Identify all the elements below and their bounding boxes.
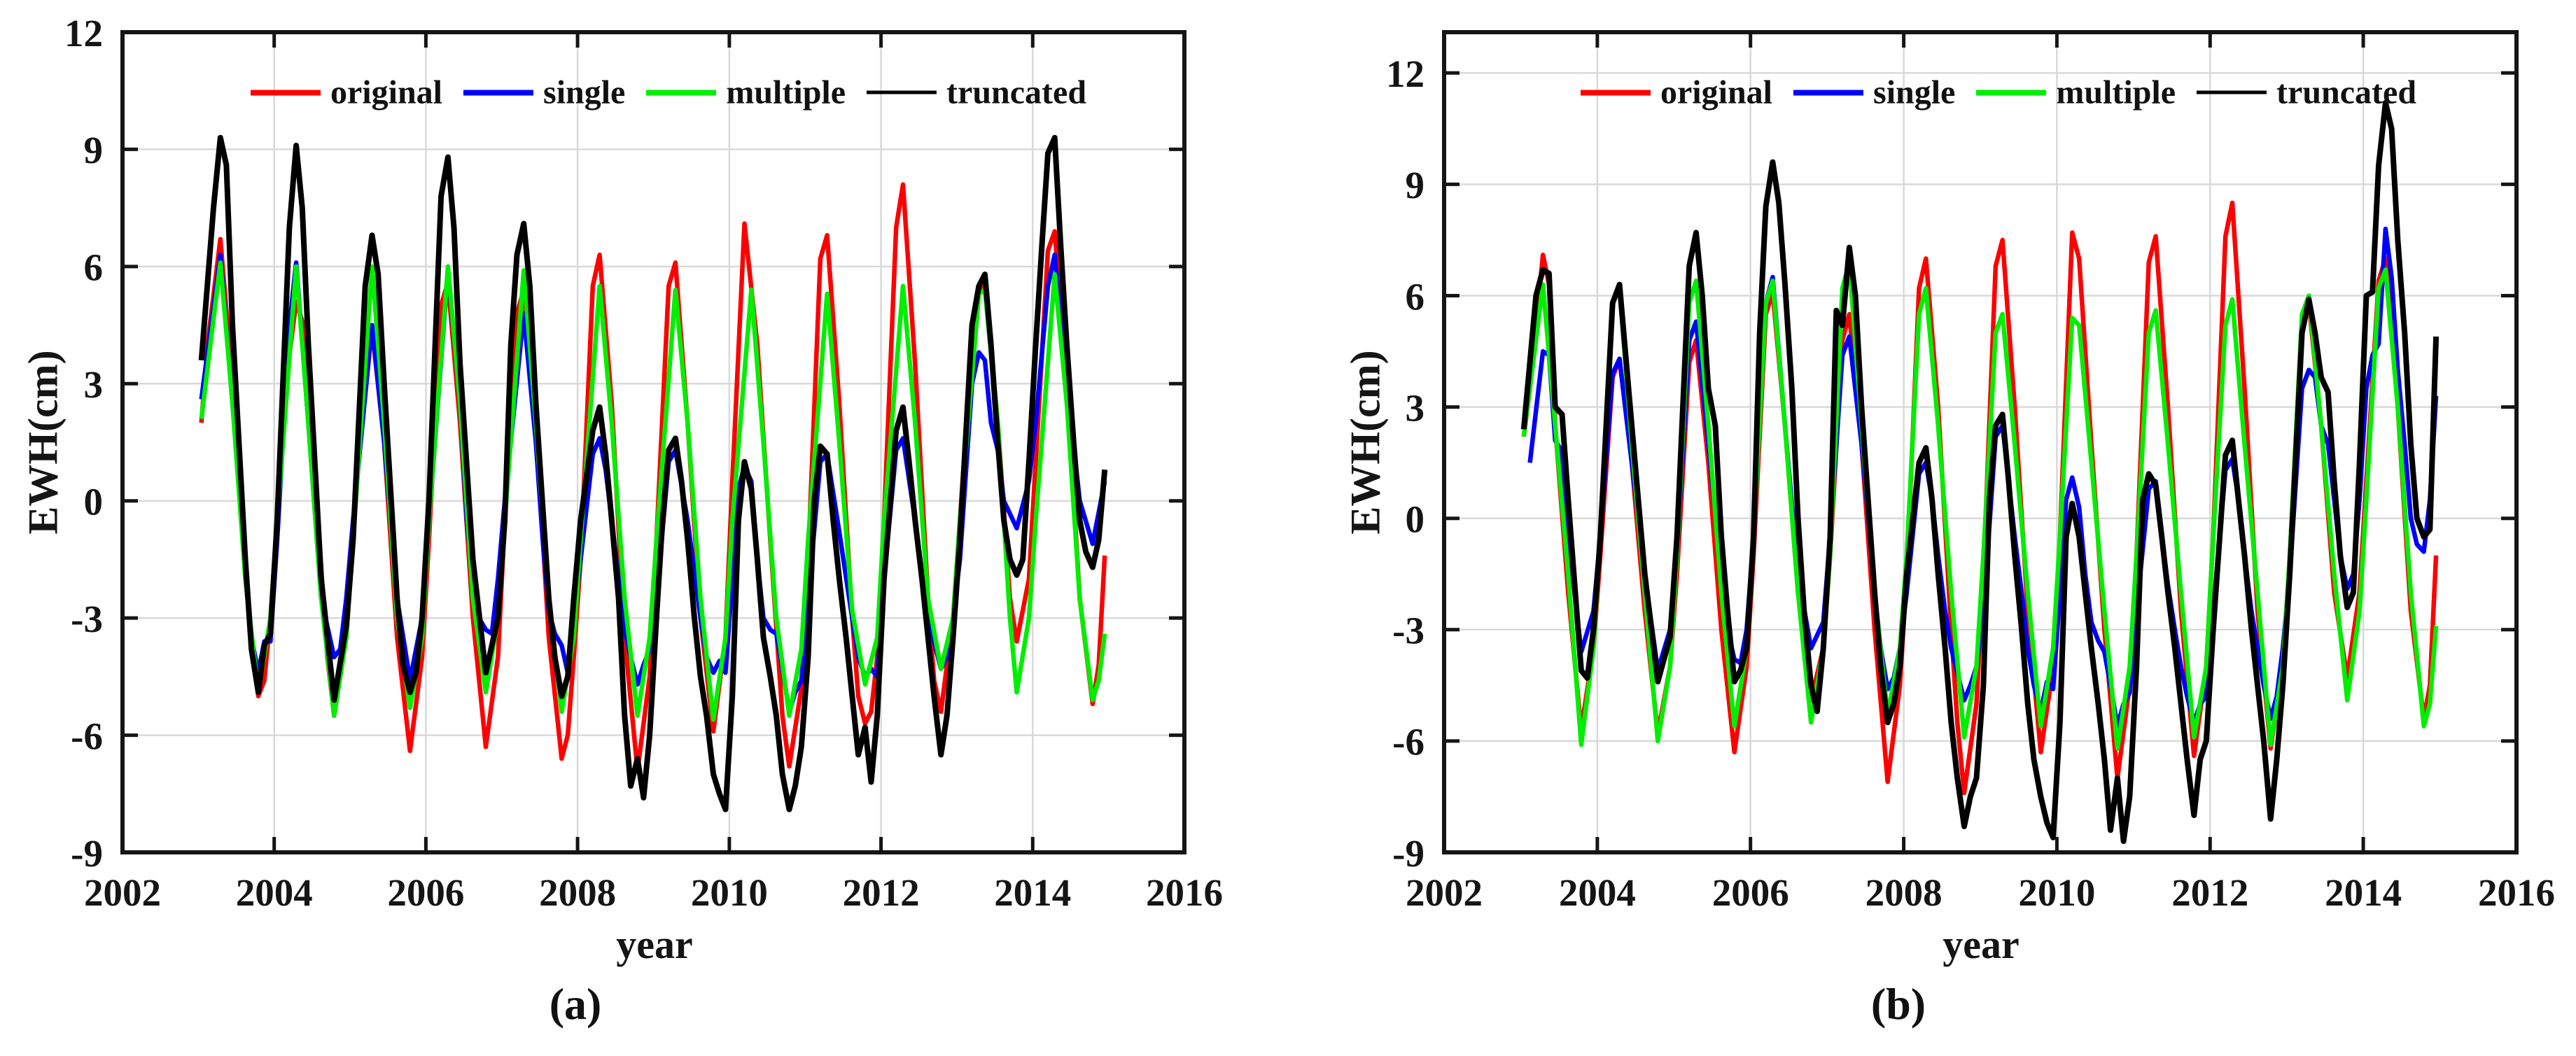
ytick-b-3: 3	[1406, 386, 1425, 429]
truncated-line-swatch-icon	[2197, 90, 2267, 94]
legend-item-single-b: single	[1793, 73, 1955, 112]
xtick-b-2008: 2008	[1865, 871, 1942, 914]
legend-label-multiple-a: multiple	[726, 73, 846, 111]
legend-item-single-a: single	[463, 73, 625, 112]
ytick-b-12: 12	[1386, 52, 1424, 95]
xaxis-label-a: year	[616, 922, 693, 967]
xtick-b-2006: 2006	[1712, 871, 1789, 914]
legend-a: original single multiple truncated	[250, 73, 1086, 112]
legend-item-multiple-a: multiple	[646, 73, 846, 112]
legend-item-original-b: original	[1580, 73, 1773, 112]
series-truncated-a	[198, 134, 1108, 812]
xtick-b-2010: 2010	[2018, 871, 2095, 914]
yaxis-label-a: EWH(cm)	[20, 350, 66, 535]
xtick-a-2008: 2008	[539, 871, 616, 914]
truncated-line-swatch-icon	[867, 90, 937, 94]
single-line-swatch-icon	[463, 90, 534, 95]
legend-label-original-b: original	[1660, 73, 1773, 111]
xtick-a-2006: 2006	[387, 871, 464, 914]
series-lines-a	[198, 134, 1108, 812]
xtick-b-2016: 2016	[2478, 871, 2555, 914]
legend-label-single-b: single	[1873, 73, 1956, 111]
xtick-b-2002: 2002	[1406, 871, 1483, 914]
series-truncated-b	[1520, 99, 2440, 845]
multiple-line-swatch-icon	[646, 90, 717, 95]
xtick-a-2010: 2010	[691, 871, 768, 914]
xtick-a-2012: 2012	[843, 871, 920, 914]
series-lines-b	[1520, 99, 2440, 845]
xtick-a-2014: 2014	[994, 871, 1071, 914]
plot-frame-a	[120, 30, 1186, 854]
ytick-a--9: -9	[71, 832, 103, 875]
xtick-b-2014: 2014	[2325, 871, 2402, 914]
yaxis-label-b: EWH(cm)	[1342, 350, 1389, 535]
legend-label-truncated-b: truncated	[2276, 73, 2417, 111]
xtick-a-2002: 2002	[84, 871, 161, 914]
legend-item-truncated-a: truncated	[867, 73, 1086, 112]
ytick-b--3: -3	[1392, 610, 1424, 652]
legend-label-multiple-b: multiple	[2056, 73, 2176, 111]
xtick-a-2016: 2016	[1146, 871, 1223, 914]
original-line-swatch-icon	[1580, 90, 1651, 95]
legend-label-original-a: original	[330, 73, 443, 111]
original-line-swatch-icon	[250, 90, 321, 95]
legend-item-truncated-b: truncated	[2197, 73, 2416, 112]
ytick-b--9: -9	[1392, 832, 1424, 875]
multiple-line-swatch-icon	[1976, 90, 2047, 95]
ytick-a-0: 0	[84, 481, 104, 523]
caption-a: (a)	[549, 979, 602, 1029]
legend-label-truncated-a: truncated	[946, 73, 1087, 111]
legend-b: original single multiple truncated	[1580, 73, 2416, 112]
legend-label-single-a: single	[543, 73, 626, 111]
ytick-b-9: 9	[1406, 164, 1425, 206]
ytick-a-12: 12	[64, 12, 103, 55]
ytick-a-6: 6	[84, 246, 104, 289]
ytick-b--6: -6	[1392, 721, 1424, 763]
plot-frame-b	[1442, 30, 2519, 854]
single-line-swatch-icon	[1793, 90, 1864, 95]
ytick-a--6: -6	[71, 714, 103, 757]
xtick-a-2004: 2004	[236, 871, 313, 914]
ytick-a-3: 3	[84, 363, 104, 406]
legend-item-multiple-b: multiple	[1976, 73, 2176, 112]
xtick-b-2004: 2004	[1559, 871, 1636, 914]
caption-b: (b)	[1870, 979, 1926, 1029]
ytick-b-0: 0	[1406, 498, 1425, 541]
xtick-b-2012: 2012	[2171, 871, 2248, 914]
ytick-a--3: -3	[71, 598, 103, 640]
xaxis-label-b: year	[1942, 922, 2019, 967]
ytick-b-6: 6	[1406, 275, 1425, 318]
legend-item-original-a: original	[250, 73, 443, 112]
ytick-a-9: 9	[84, 129, 104, 171]
